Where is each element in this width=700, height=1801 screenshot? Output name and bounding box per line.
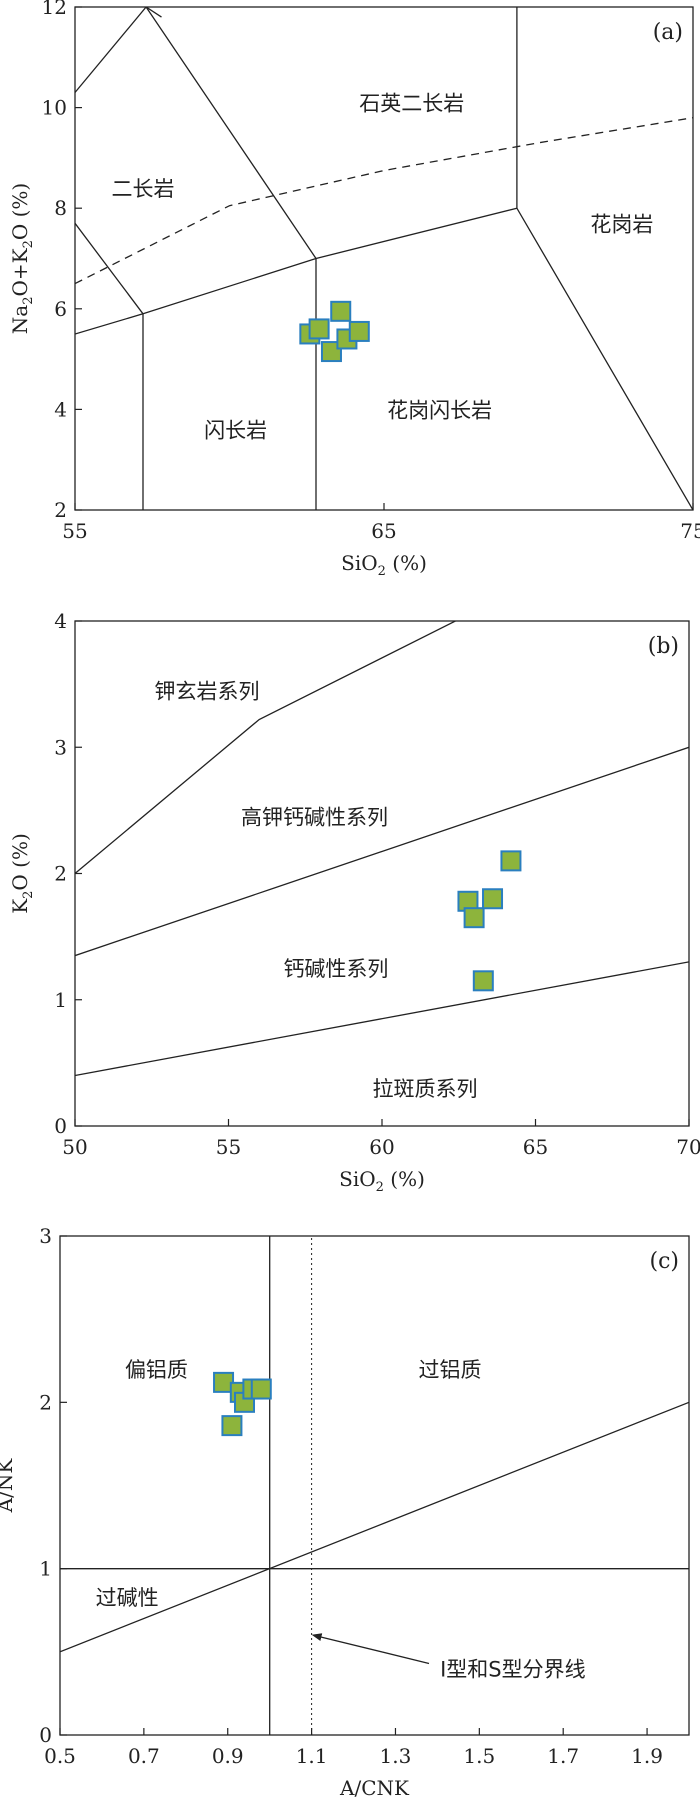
y-tick-label: 2: [54, 498, 67, 522]
x-tick-label: 0.9: [212, 1744, 244, 1768]
y-axis-label: K2O (%): [8, 833, 36, 914]
x-axis-label-unit: (%): [384, 1167, 425, 1191]
data-point: [320, 341, 342, 363]
panel-title: (a): [653, 20, 683, 45]
y-tick-label: 10: [42, 96, 67, 120]
data-point: [330, 300, 352, 322]
region-label: 过碱性: [96, 1586, 159, 1610]
region-label: 高钾钙碱性系列: [241, 806, 388, 830]
annotation-arrow: [311, 1633, 430, 1665]
data-point: [250, 1378, 272, 1400]
x-tick-label: 70: [676, 1135, 700, 1159]
region-label: 过铝质: [418, 1358, 481, 1382]
x-tick-label: 0.7: [128, 1744, 160, 1768]
y-axis-label-part: O+K: [8, 247, 32, 296]
boundary-line-solid: [75, 7, 147, 93]
boundary-line-solid: [75, 746, 689, 957]
boundary-lines: [60, 1236, 689, 1735]
y-tick-label: 8: [54, 196, 67, 220]
boundary-line-solid: [75, 961, 689, 1077]
data-point: [482, 888, 504, 910]
y-tick-label: 1: [39, 1557, 52, 1581]
x-axis-label-unit: (%): [386, 551, 427, 575]
y-axis-label-part: K: [8, 898, 32, 914]
boundary-line-solid: [75, 621, 457, 874]
panel-title: (c): [650, 1249, 680, 1274]
x-tick-label: 55: [62, 519, 87, 543]
plot-frame: [74, 6, 694, 511]
x-axis-label: SiO2 (%): [339, 1167, 425, 1195]
x-tick-label: 50: [62, 1135, 87, 1159]
y-tick-label: 2: [54, 862, 67, 886]
y-axis-label-part: Na: [8, 305, 32, 335]
region-label: 二长岩: [111, 177, 174, 201]
x-tick-label: 0.5: [44, 1744, 76, 1768]
boundary-line-solid: [75, 222, 144, 315]
panel-a-tas-diagram: 55 65 7524681012(a)石英二长岩二长岩花岗岩闪长岩花岗闪长岩SiO2…: [8, 0, 700, 579]
region-label: 钙碱性系列: [283, 957, 388, 981]
y-tick-label: 6: [54, 297, 67, 321]
x-tick-label: 55: [216, 1135, 241, 1159]
y-tick-label: 4: [54, 397, 67, 421]
data-point: [221, 1415, 243, 1437]
data-point: [472, 970, 494, 992]
boundary-lines: [75, 621, 689, 1077]
x-axis-label-subscript: 2: [378, 564, 386, 579]
y-tick-label: 1: [54, 988, 67, 1012]
boundary-line-solid: [145, 7, 162, 18]
x-tick-label: 75: [680, 519, 700, 543]
y-tick-label: 0: [54, 1114, 67, 1138]
boundary-line-solid: [145, 7, 317, 259]
y-tick-label: 3: [54, 735, 67, 759]
x-axis-label: A/CNK: [339, 1776, 410, 1800]
y-axis-label-subscript: 2: [21, 297, 36, 305]
panel-c-acnk-ank-diagram: 0.5 0.7 0.9 1.1 1.3 1.5 1.7 1.9 0 1 2 3 (c) 偏铝质 过铝质过碱性…: [0, 1224, 690, 1800]
region-label: 钾玄岩系列: [155, 679, 260, 703]
annotation-label: I型和S型分界线: [440, 1657, 586, 1681]
y-axis-label: A/NK: [0, 1458, 17, 1514]
plot-frame: [59, 1235, 690, 1736]
boundary-lines: [75, 7, 693, 510]
x-tick-label: 1.9: [631, 1744, 663, 1768]
y-axis-label-part: O (%): [8, 833, 32, 890]
boundary-line-solid: [75, 207, 693, 510]
x-tick-label: 65: [523, 1135, 548, 1159]
x-axis-label-subscript: 2: [376, 1180, 384, 1195]
data-point: [500, 850, 522, 872]
panel-title: (b): [648, 634, 679, 659]
y-tick-label: 2: [39, 1390, 52, 1414]
y-axis-label: Na2O+K2O (%): [8, 183, 36, 334]
boundary-line-dashed: [75, 117, 693, 285]
data-point: [308, 318, 330, 340]
x-tick-label: 1.3: [380, 1744, 412, 1768]
region-label: 花岗闪长岩: [387, 398, 492, 422]
y-axis-label-part: O (%): [8, 183, 32, 240]
data-point: [463, 907, 485, 929]
y-tick-label: 3: [39, 1224, 52, 1248]
x-tick-label: 1.7: [547, 1744, 579, 1768]
x-tick-label: 65: [371, 519, 396, 543]
data-point: [348, 320, 370, 342]
x-axis-label-main: SiO: [341, 551, 378, 575]
x-tick-label: 60: [369, 1135, 394, 1159]
region-label: 花岗岩: [590, 212, 653, 236]
y-tick-label: 4: [54, 609, 67, 633]
x-tick-label: 1.5: [463, 1744, 495, 1768]
region-label: 石英二长岩: [359, 92, 464, 116]
y-tick-label: 0: [39, 1723, 52, 1747]
panel-b-k2o-sio2-diagram: 50 55 60 65 70 0 1 2 3 4 (b) 钾玄岩系列高钾钙碱性系列钙碱性系列拉斑质系列…: [8, 609, 700, 1195]
x-tick-label: 1.1: [296, 1744, 328, 1768]
x-axis-label-main: SiO: [339, 1167, 376, 1191]
region-label: 偏铝质: [125, 1358, 188, 1382]
x-axis-label: SiO2 (%): [341, 551, 427, 579]
y-axis-label-subscript: 2: [21, 240, 36, 248]
y-axis-label-subscript: 2: [21, 891, 36, 899]
region-label: 拉斑质系列: [372, 1077, 477, 1101]
boundary-line-solid: [60, 1401, 689, 1653]
y-tick-label: 12: [42, 0, 67, 19]
region-label: 闪长岩: [204, 419, 267, 443]
